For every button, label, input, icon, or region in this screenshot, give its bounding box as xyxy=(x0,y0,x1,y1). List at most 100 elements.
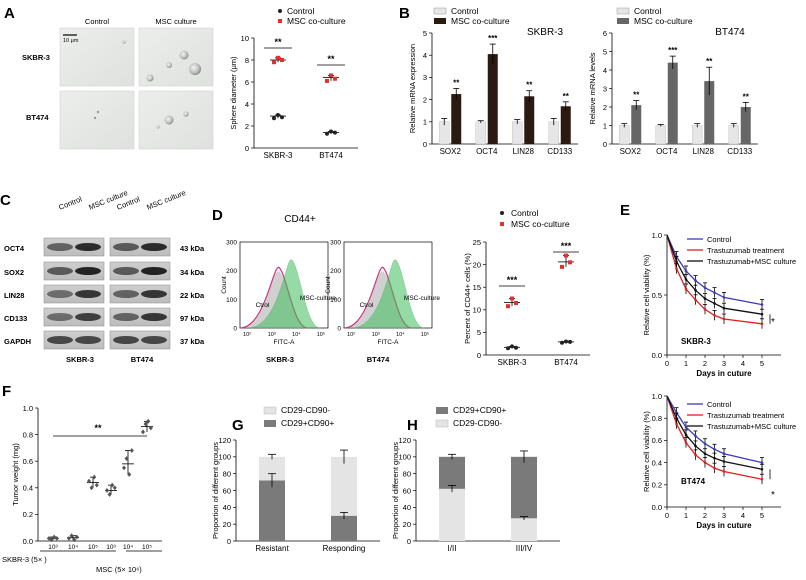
data-point xyxy=(568,260,572,265)
panel-e: E 0.0 0.5 1.0 Relative cell viability (%) 0 1… xyxy=(620,202,796,530)
blot-band xyxy=(141,336,167,344)
y-tick-label: 0.4 xyxy=(23,484,33,493)
histogram-label-ctrl: Ctrol xyxy=(256,302,270,309)
y-tick-label: 200 xyxy=(226,268,237,275)
group-label-msc: MSC (5× 10⁶) xyxy=(96,565,142,574)
data-point xyxy=(713,302,716,305)
chart-a-sphere-diameter: 0 2 4 6 8 10 Sphere diameter (μm) SKBR-3 BT474 xyxy=(229,34,358,160)
col-header-msc: MSC culture xyxy=(155,17,196,26)
x-axis-label: FITC-A xyxy=(274,339,296,346)
blot-strip xyxy=(43,284,105,304)
sig-e-skbr3: * xyxy=(771,317,775,328)
data-point xyxy=(110,482,115,488)
blot-band xyxy=(113,267,139,275)
legend-d-control: Control xyxy=(511,208,539,218)
y-tick-label: 100 xyxy=(398,453,411,462)
y-axis-label: Proportion of different groups xyxy=(391,442,400,539)
y-tick-label: 4 xyxy=(603,66,607,75)
y-tick-label: 0.2 xyxy=(652,481,662,490)
data-point xyxy=(564,253,568,258)
y-axis-label: Relative cell viability (%) xyxy=(642,411,651,492)
y-tick-label: 1.0 xyxy=(23,404,33,413)
x-tick-label: 4 xyxy=(741,359,745,368)
data-point xyxy=(107,492,112,497)
bar xyxy=(524,96,535,144)
legend-marker-light xyxy=(263,406,277,415)
data-point xyxy=(722,296,726,299)
data-point xyxy=(280,115,284,120)
cell-sphere xyxy=(179,50,189,60)
data-point xyxy=(675,260,678,263)
protein-label-cd133: CD133 xyxy=(4,314,27,323)
data-point xyxy=(694,434,697,438)
data-point xyxy=(703,308,707,311)
data-point xyxy=(329,73,333,78)
series-line xyxy=(666,234,763,306)
bar xyxy=(451,94,462,144)
y-tick-label: 40 xyxy=(223,503,231,512)
blot-strip xyxy=(43,330,105,350)
data-point xyxy=(510,296,514,301)
x-tick-label: SKBR-3 xyxy=(264,151,293,160)
y-tick-label: 0 xyxy=(233,326,237,333)
data-point xyxy=(760,461,764,464)
data-point xyxy=(703,461,707,464)
histogram-msc xyxy=(351,259,424,329)
col-header-control: Control xyxy=(85,17,110,26)
y-tick-label: 3 xyxy=(423,73,427,82)
data-point xyxy=(684,441,688,444)
histogram-label-msc: MSC-culture xyxy=(300,295,337,302)
x-tick-label: 5 xyxy=(760,511,764,520)
legend-b2-msc: MSC co-culture xyxy=(634,16,693,26)
data-point xyxy=(333,130,337,135)
blot-band xyxy=(113,290,139,298)
sig-d-bt474: *** xyxy=(561,241,572,251)
western-blot xyxy=(43,237,171,350)
series-line xyxy=(666,395,763,464)
data-point xyxy=(713,466,716,470)
blot-band xyxy=(47,267,73,275)
blot-band xyxy=(113,336,139,344)
data-point xyxy=(87,478,91,484)
histogram-msc xyxy=(247,259,320,329)
x-tick-label: BT474 xyxy=(319,151,343,160)
significance-label: *** xyxy=(668,46,678,55)
panel-a: A Control MSC culture SKBR-3 BT474 10 μm… xyxy=(4,5,358,160)
y-tick-label: 2 xyxy=(423,95,427,104)
data-point xyxy=(276,55,280,60)
data-point xyxy=(760,312,764,316)
panel-g: G CD29-CD90- CD29+CD90+ 0 20 40 60 80 100 120P… xyxy=(211,405,380,553)
chart-title: SKBR-3 xyxy=(681,337,711,346)
significance-label: *** xyxy=(488,34,498,43)
y-tick-label: 0.5 xyxy=(652,291,662,300)
y-tick-label: 0.6 xyxy=(652,436,662,445)
x-tick-label: 2 xyxy=(703,511,707,520)
blot-col-label: Control xyxy=(57,194,83,212)
y-axis-label: Proportion of different groups xyxy=(211,442,220,539)
legend-g-neg: CD29-CD90- xyxy=(281,405,330,415)
data-point xyxy=(67,535,71,541)
sig-f: ** xyxy=(94,423,102,433)
flow-histogram-bt474: 0 100 200 300 Count 10² 10³ 10⁴ 10⁵ FITC-A Ctrol MS… xyxy=(325,240,440,347)
y-tick-label: 2 xyxy=(245,122,249,131)
data-point xyxy=(141,429,145,435)
panel-label-h: H xyxy=(407,417,418,434)
x-tick-label: CD133 xyxy=(547,147,572,156)
blot-band xyxy=(141,267,167,275)
data-point xyxy=(722,317,726,321)
series-line xyxy=(666,234,763,325)
bar xyxy=(548,121,559,145)
y-tick-label: 0.8 xyxy=(23,430,33,439)
x-tick-label: 2 xyxy=(703,359,707,368)
legend-b2-control: Control xyxy=(634,6,662,16)
y-tick-label: 300 xyxy=(226,240,237,247)
scale-bar-label: 10 μm xyxy=(63,38,79,44)
y-tick-label: 20 xyxy=(473,260,481,269)
chart-title: SKBR-3 xyxy=(527,27,564,38)
data-point xyxy=(760,467,764,471)
y-tick-label: 120 xyxy=(218,436,231,445)
x-tick-label: 3 xyxy=(722,359,726,368)
y-tick-label: 5 xyxy=(603,47,607,56)
x-tick-label: SKBR-3 xyxy=(498,358,527,367)
